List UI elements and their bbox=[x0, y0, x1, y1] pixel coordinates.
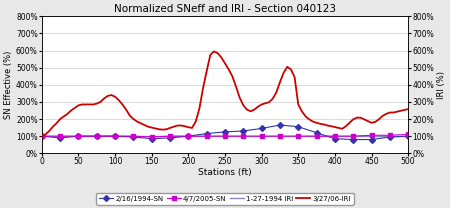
2/16/1994-SN bbox=[369, 138, 374, 141]
X-axis label: Stations (ft): Stations (ft) bbox=[198, 168, 252, 177]
2/16/1994-SN bbox=[314, 131, 319, 134]
2/16/1994-SN bbox=[149, 137, 154, 140]
4/7/2005-SN bbox=[296, 135, 301, 137]
4/7/2005-SN bbox=[259, 135, 264, 137]
4/7/2005-SN bbox=[204, 135, 209, 137]
1-27-1994 IRI bbox=[94, 135, 99, 137]
2/16/1994-SN bbox=[332, 137, 338, 140]
1-27-1994 IRI bbox=[186, 135, 191, 137]
2/16/1994-SN bbox=[222, 131, 228, 133]
1-27-1994 IRI bbox=[222, 135, 228, 137]
4/7/2005-SN bbox=[112, 135, 118, 137]
1-27-1994 IRI bbox=[76, 135, 81, 137]
4/7/2005-SN bbox=[369, 134, 374, 136]
3/27/06-IRI bbox=[131, 118, 136, 120]
3/27/06-IRI bbox=[212, 50, 217, 53]
1-27-1994 IRI bbox=[351, 135, 356, 137]
4/7/2005-SN bbox=[241, 135, 246, 137]
4/7/2005-SN bbox=[39, 135, 45, 137]
2/16/1994-SN bbox=[186, 135, 191, 137]
1-27-1994 IRI bbox=[204, 135, 209, 137]
1-27-1994 IRI bbox=[314, 135, 319, 137]
4/7/2005-SN bbox=[332, 135, 338, 137]
3/27/06-IRI bbox=[207, 54, 213, 56]
2/16/1994-SN bbox=[76, 135, 81, 137]
1-27-1994 IRI bbox=[149, 135, 154, 137]
2/16/1994-SN bbox=[387, 136, 392, 138]
1-27-1994 IRI bbox=[39, 135, 45, 137]
2/16/1994-SN bbox=[204, 132, 209, 135]
2/16/1994-SN bbox=[405, 135, 411, 137]
4/7/2005-SN bbox=[405, 133, 411, 136]
4/7/2005-SN bbox=[186, 135, 191, 137]
Line: 3/27/06-IRI: 3/27/06-IRI bbox=[42, 51, 408, 136]
4/7/2005-SN bbox=[351, 135, 356, 137]
4/7/2005-SN bbox=[222, 135, 228, 137]
4/7/2005-SN bbox=[76, 135, 81, 137]
2/16/1994-SN bbox=[296, 125, 301, 128]
2/16/1994-SN bbox=[131, 136, 136, 138]
2/16/1994-SN bbox=[94, 135, 99, 137]
4/7/2005-SN bbox=[387, 134, 392, 136]
Line: 4/7/2005-SN: 4/7/2005-SN bbox=[40, 132, 410, 139]
4/7/2005-SN bbox=[314, 135, 319, 137]
3/27/06-IRI bbox=[65, 113, 70, 115]
2/16/1994-SN bbox=[351, 138, 356, 141]
2/16/1994-SN bbox=[112, 135, 118, 137]
4/7/2005-SN bbox=[131, 135, 136, 137]
1-27-1994 IRI bbox=[332, 135, 338, 137]
1-27-1994 IRI bbox=[259, 135, 264, 137]
3/27/06-IRI bbox=[263, 102, 268, 104]
3/27/06-IRI bbox=[318, 123, 323, 125]
2/16/1994-SN bbox=[241, 130, 246, 132]
2/16/1994-SN bbox=[277, 124, 283, 126]
1-27-1994 IRI bbox=[241, 135, 246, 137]
1-27-1994 IRI bbox=[405, 135, 411, 137]
1-27-1994 IRI bbox=[387, 135, 392, 137]
Title: Normalized SNeff and IRI - Section 040123: Normalized SNeff and IRI - Section 04012… bbox=[114, 4, 336, 14]
2/16/1994-SN bbox=[167, 137, 173, 139]
3/27/06-IRI bbox=[39, 135, 45, 137]
2/16/1994-SN bbox=[39, 135, 45, 137]
3/27/06-IRI bbox=[405, 108, 411, 110]
Y-axis label: SN Effective (%): SN Effective (%) bbox=[4, 51, 13, 119]
1-27-1994 IRI bbox=[296, 135, 301, 137]
2/16/1994-SN bbox=[58, 137, 63, 139]
1-27-1994 IRI bbox=[131, 135, 136, 137]
1-27-1994 IRI bbox=[167, 135, 173, 137]
3/27/06-IRI bbox=[299, 110, 305, 113]
4/7/2005-SN bbox=[58, 135, 63, 137]
1-27-1994 IRI bbox=[277, 135, 283, 137]
2/16/1994-SN bbox=[259, 127, 264, 130]
1-27-1994 IRI bbox=[369, 135, 374, 137]
4/7/2005-SN bbox=[277, 135, 283, 137]
4/7/2005-SN bbox=[167, 135, 173, 137]
4/7/2005-SN bbox=[149, 136, 154, 138]
1-27-1994 IRI bbox=[112, 135, 118, 137]
4/7/2005-SN bbox=[94, 135, 99, 137]
Line: 2/16/1994-SN: 2/16/1994-SN bbox=[40, 123, 410, 142]
1-27-1994 IRI bbox=[58, 135, 63, 137]
Legend: 2/16/1994-SN, 4/7/2005-SN, 1-27-1994 IRI, 3/27/06-IRI: 2/16/1994-SN, 4/7/2005-SN, 1-27-1994 IRI… bbox=[96, 193, 354, 204]
Y-axis label: IRI (%): IRI (%) bbox=[437, 71, 446, 99]
